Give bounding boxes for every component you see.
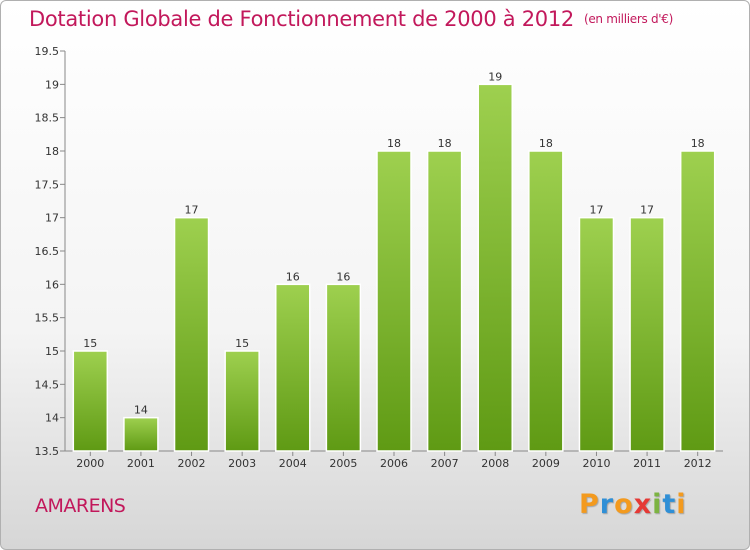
x-tick-label: 2009 [532, 457, 560, 470]
y-tick-label: 18.5 [35, 112, 60, 125]
bar-2005 [325, 283, 362, 452]
y-tick-label: 15 [45, 345, 59, 358]
logo-letter: P [579, 489, 600, 520]
value-label-2008: 19 [488, 70, 502, 83]
logo-letter: i [676, 489, 687, 520]
value-label-2003: 15 [235, 337, 249, 350]
y-tick-label: 18 [45, 145, 59, 158]
y-tick-label: 16.5 [35, 245, 60, 258]
x-tick-label: 2002 [178, 457, 206, 470]
value-label-2010: 17 [589, 204, 603, 217]
value-label-2004: 16 [286, 270, 300, 283]
bar-2000 [72, 350, 109, 452]
logo-letter: x [633, 489, 653, 520]
chart-title-text: Dotation Globale de Fonctionnement de 20… [29, 7, 574, 31]
bar-2007 [426, 150, 463, 452]
x-tick-label: 2010 [582, 457, 610, 470]
x-axis: 2000 2001 2002 2003 2004 2005 2006 2007 2008 2009… [65, 450, 723, 470]
x-tick-label: 2001 [127, 457, 155, 470]
bar-2008 [477, 83, 513, 452]
bar-2010 [578, 216, 615, 452]
logo-letter: t [662, 489, 677, 520]
y-tick-label: 19.5 [35, 45, 60, 58]
x-tick-label: 2006 [380, 457, 408, 470]
bar-2006 [376, 150, 412, 452]
value-label-2011: 17 [640, 204, 654, 217]
bar-2009 [528, 150, 564, 452]
y-tick-label: 15.5 [35, 312, 60, 325]
bar-series [72, 83, 716, 452]
value-label-2006: 18 [387, 137, 401, 150]
x-tick-label: 2003 [228, 457, 256, 470]
bar-2002 [173, 216, 210, 452]
logo-letter: r [599, 489, 615, 520]
x-tick-label: 2008 [481, 457, 509, 470]
logo-letter: o [614, 489, 634, 520]
value-label-2002: 17 [185, 204, 199, 217]
data-labels: 15 14 17 15 16 16 18 18 19 18 17 17 18 [83, 70, 704, 416]
value-label-2005: 16 [336, 270, 350, 283]
value-label-2000: 15 [83, 337, 97, 350]
y-tick-label: 16 [45, 278, 59, 291]
chart-title: Dotation Globale de Fonctionnement de 20… [29, 7, 673, 31]
bar-2001 [123, 416, 159, 452]
y-tick-label: 14 [45, 412, 59, 425]
bar-2003 [224, 350, 260, 452]
x-tick-label: 2012 [684, 457, 712, 470]
commune-name: AMARENS [35, 495, 126, 517]
y-tick-label: 17.5 [35, 178, 60, 191]
value-label-2009: 18 [539, 137, 553, 150]
chart-subtitle: (en milliers d'€) [583, 12, 673, 26]
bar-2004 [275, 283, 311, 452]
x-tick-label: 2011 [633, 457, 661, 470]
y-tick-label: 19 [45, 78, 59, 91]
x-tick-label: 2004 [279, 457, 307, 470]
x-tick-label: 2007 [431, 457, 459, 470]
logo-letter: i [652, 489, 663, 520]
y-tick-label: 13.5 [35, 445, 60, 458]
value-label-2007: 18 [438, 137, 452, 150]
y-tick-label: 17 [45, 212, 59, 225]
x-tick-label: 2000 [76, 457, 104, 470]
x-tick-label: 2005 [329, 457, 357, 470]
y-tick-label: 14.5 [35, 378, 60, 391]
bar-2012 [679, 150, 716, 452]
value-label-2001: 14 [134, 404, 148, 417]
bar-2011 [629, 216, 665, 452]
proxiti-logo: Proxiti [579, 489, 687, 520]
y-axis: 13.5 14 14.5 15 15.5 16 16.5 17 17.5 18 18.5 19 19.5 [35, 45, 66, 458]
value-label-2012: 18 [691, 137, 705, 150]
